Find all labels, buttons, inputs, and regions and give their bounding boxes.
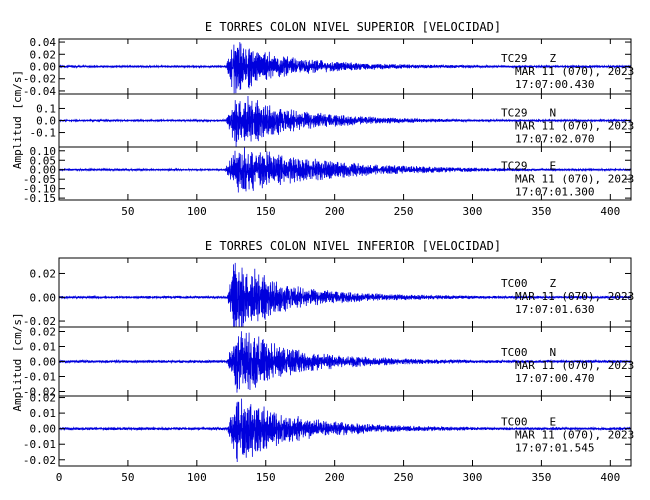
x-tick-label: 50	[121, 471, 134, 484]
y-tick-label: 0.10	[30, 145, 57, 158]
time-label: 17:07:02.070	[515, 132, 594, 145]
station-component-label: TC00 Z	[501, 277, 557, 290]
y-tick-label: -0.02	[23, 73, 56, 86]
x-tick-label: 200	[325, 205, 345, 218]
seismic-trace	[59, 262, 631, 327]
time-label: 17:07:01.630	[515, 303, 594, 316]
y-tick-label: 0.00	[30, 61, 57, 74]
y-tick-label: -0.1	[30, 127, 57, 140]
y-tick-label: 0.02	[30, 392, 57, 405]
station-code: TC29	[501, 159, 528, 172]
chart-nivel-superior: E TORRES COLON NIVEL SUPERIOR [VELOCIDAD…	[11, 20, 634, 218]
y-tick-label: 0.02	[30, 267, 57, 280]
date-label: MAR 11 (070), 2023	[515, 119, 634, 132]
x-tick-label: 250	[394, 205, 414, 218]
date-label: MAR 11 (070), 2023	[515, 359, 634, 372]
y-tick-label: -0.01	[23, 371, 56, 384]
station-code: TC00	[501, 346, 528, 359]
component-code: Z	[550, 52, 557, 65]
component-code: Z	[550, 277, 557, 290]
x-tick-label: 300	[463, 471, 483, 484]
x-tick-label: 300	[463, 205, 483, 218]
y-tick-label: -0.02	[23, 386, 56, 399]
station-component-label: TC00 N	[501, 346, 556, 359]
y-tick-label: 0.02	[30, 326, 57, 339]
date-label: MAR 11 (070), 2023	[515, 172, 634, 185]
y-tick-label: -0.01	[23, 438, 56, 451]
station-component-label: TC29 E	[501, 159, 556, 172]
component-code: N	[550, 106, 557, 119]
y-tick-label: -0.04	[23, 85, 56, 98]
y-tick-label: 0.1	[36, 102, 56, 115]
component-code: N	[550, 346, 557, 359]
x-tick-label: 0	[56, 471, 63, 484]
y-tick-label: -0.15	[23, 192, 56, 205]
x-tick-label: 50	[121, 205, 134, 218]
y-tick-label: -0.05	[23, 173, 56, 186]
date-label: MAR 11 (070), 2023	[515, 290, 634, 303]
station-code: TC00	[501, 277, 528, 290]
y-tick-label: 0.0	[36, 115, 56, 128]
seismic-trace	[59, 398, 631, 463]
station-component-label: TC00 E	[501, 415, 556, 428]
x-tick-label: 150	[256, 471, 276, 484]
time-label: 17:07:00.470	[515, 372, 594, 385]
station-component-label: TC29 N	[501, 106, 556, 119]
x-tick-label: 250	[394, 471, 414, 484]
y-tick-label: 0.00	[30, 423, 57, 436]
x-tick-label: 350	[531, 205, 551, 218]
x-tick-label: 400	[600, 205, 620, 218]
date-label: MAR 11 (070), 2023	[515, 65, 634, 78]
component-code: E	[550, 159, 557, 172]
component-code: E	[550, 415, 557, 428]
chart-nivel-inferior: E TORRES COLON NIVEL INFERIOR [VELOCIDAD…	[11, 239, 634, 484]
y-tick-label: -0.02	[23, 454, 56, 467]
x-tick-label: 100	[187, 471, 207, 484]
panel-frame	[58, 395, 632, 467]
y-tick-label: 0.00	[30, 356, 57, 369]
station-code: TC00	[501, 415, 528, 428]
x-tick-label: 150	[256, 205, 276, 218]
y-tick-label: -0.10	[23, 183, 56, 196]
x-tick-label: 200	[325, 471, 345, 484]
time-label: 17:07:01.300	[515, 185, 594, 198]
date-label: MAR 11 (070), 2023	[515, 428, 634, 441]
y-tick-label: 0.01	[30, 407, 57, 420]
y-tick-label: 0.01	[30, 341, 57, 354]
station-code: TC29	[501, 52, 528, 65]
panel-frame	[58, 146, 632, 201]
station-component-label: TC29 Z	[501, 52, 557, 65]
station-code: TC29	[501, 106, 528, 119]
x-tick-label: 400	[600, 471, 620, 484]
chart-title: E TORRES COLON NIVEL INFERIOR [VELOCIDAD…	[205, 239, 501, 253]
time-label: 17:07:00.430	[515, 78, 594, 91]
x-tick-label: 100	[187, 205, 207, 218]
y-tick-label: 0.00	[30, 164, 57, 177]
y-tick-label: 0.00	[30, 291, 57, 304]
y-axis-label: Amplitud [cm/s]	[11, 312, 24, 411]
y-tick-label: 0.05	[30, 154, 57, 167]
y-tick-label: 0.04	[30, 36, 57, 49]
y-tick-label: 0.02	[30, 48, 57, 61]
y-axis-label: Amplitud [cm/s]	[11, 70, 24, 169]
y-tick-label: -0.02	[23, 315, 56, 328]
x-tick-label: 350	[531, 471, 551, 484]
seismic-trace	[59, 331, 631, 393]
seismic-trace	[59, 96, 631, 147]
time-label: 17:07:01.545	[515, 441, 594, 454]
chart-title: E TORRES COLON NIVEL SUPERIOR [VELOCIDAD…	[205, 20, 501, 34]
seismic-trace	[59, 42, 631, 94]
seismic-trace	[59, 147, 631, 193]
